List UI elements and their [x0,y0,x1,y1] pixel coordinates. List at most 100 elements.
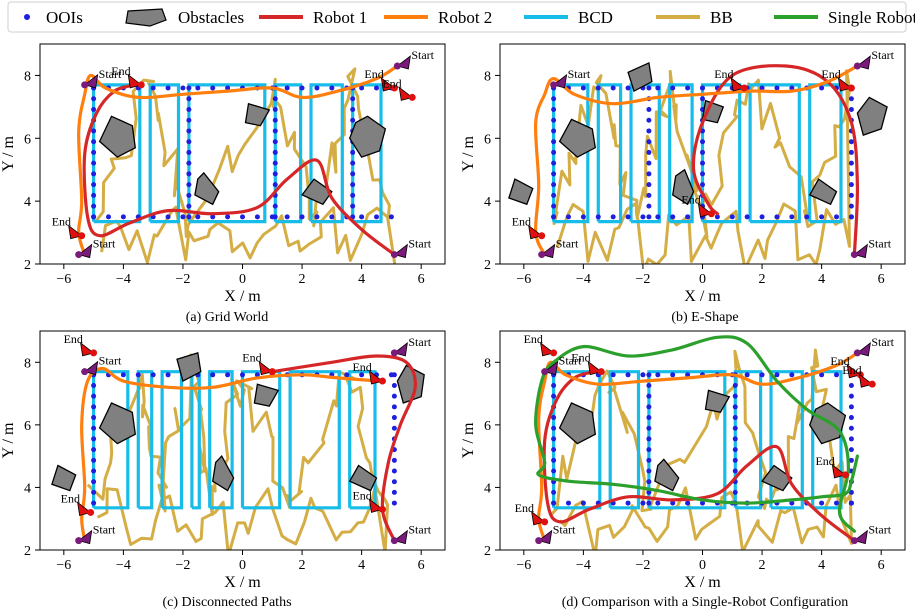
ooi-point [186,106,192,112]
ooi-point [186,160,192,166]
x-tick-label: −4 [116,272,131,287]
ooi-point [685,500,691,506]
x-tick-label: −4 [116,558,131,573]
x-axis-label: X / m [224,288,261,305]
ooi-point [774,214,780,220]
ooi-point [848,415,854,421]
end-marker: End [364,67,398,92]
ooi-point [91,192,97,198]
y-tick-label: 6 [24,132,31,147]
end-dot [550,349,558,357]
x-tick-label: 6 [418,272,425,287]
x-tick-label: −6 [516,558,531,573]
ooi-point [848,139,854,145]
path-robot-1 [270,354,417,543]
ooi-point [774,85,780,91]
ooi-point [655,500,661,506]
start-marker: Start [81,354,122,376]
ooi-point [329,214,335,220]
ooi-point [225,372,231,378]
ooi-point [646,425,652,431]
ooi-point [580,214,586,220]
start-label: Start [868,523,891,537]
ooi-point [186,85,192,91]
ooi-point [700,160,705,166]
legend-label: Robot 1 [313,8,367,27]
ooi-point [91,425,97,431]
start-marker: Start [850,237,892,259]
x-tick-label: 4 [818,272,825,287]
end-label: End [821,67,840,81]
end-dot [541,518,549,526]
ooi-point [91,415,97,421]
ooi-point [789,85,795,91]
obstacle [558,118,597,158]
ooi-point [685,214,691,220]
ooi-point [595,214,601,220]
start-label: Start [411,48,434,62]
ooi-point [625,85,631,91]
y-tick-label: 6 [484,419,491,434]
ooi-point [350,160,356,166]
obstacle [558,402,597,445]
start-dot [81,368,89,376]
end-dot [538,232,546,240]
y-tick-label: 2 [24,544,31,559]
ooi-point [595,85,601,91]
ooi-point [655,85,661,91]
ooi-point [551,436,557,442]
ooi-point [646,139,652,145]
ooi-point [350,171,356,177]
ooi-point [700,171,705,177]
ooi-point [91,203,97,209]
end-dot [90,349,98,357]
plot-area [500,331,905,550]
ooi-point [314,214,320,220]
ooi-point [759,214,765,220]
x-tick-label: 6 [878,272,885,287]
y-tick-label: 4 [484,195,491,210]
start-marker: Start [853,48,895,70]
x-tick-label: −2 [175,558,190,573]
x-tick-label: 0 [239,558,246,573]
bb-path [552,69,852,264]
panel-caption: (a) Grid World [186,310,269,325]
start-marker: Start [538,237,579,259]
end-label: End [242,351,261,365]
ooi-point [314,85,320,91]
ooi-point [186,203,192,209]
y-tick-label: 6 [484,132,491,147]
ooi-point [329,85,335,91]
x-tick-label: −6 [56,558,71,573]
ooi-point [640,500,646,506]
ooi-point [732,382,738,388]
end-label: End [714,67,733,81]
start-label: Start [871,48,894,62]
ooi-point [391,479,397,485]
ooi-point [272,117,278,123]
ooi-point [551,128,557,134]
ooi-point [646,382,652,388]
ooi-point [848,149,854,155]
ooi-point [670,372,676,378]
ooi-point [350,203,356,209]
legend-label: BCD [578,8,613,27]
ooi-point [646,468,652,474]
ooi-point [625,372,631,378]
ooi-point [391,404,397,410]
end-label: End [352,360,371,374]
ooi-point [91,106,97,112]
end-marker: End [52,215,86,240]
ooi-point [640,372,646,378]
ooi-point [551,106,557,112]
start-marker: Start [390,335,432,357]
obstacle [51,464,77,492]
end-label: End [364,67,383,81]
ooi-point [580,500,586,506]
start-dot [541,368,549,376]
end-dot [378,505,386,513]
panel-caption: (c) Disconnected Paths [162,595,291,610]
obstacle [627,61,653,93]
ooi-point [551,468,557,474]
panel-caption: (d) Comparison with a Single-Robot Confi… [562,595,849,610]
